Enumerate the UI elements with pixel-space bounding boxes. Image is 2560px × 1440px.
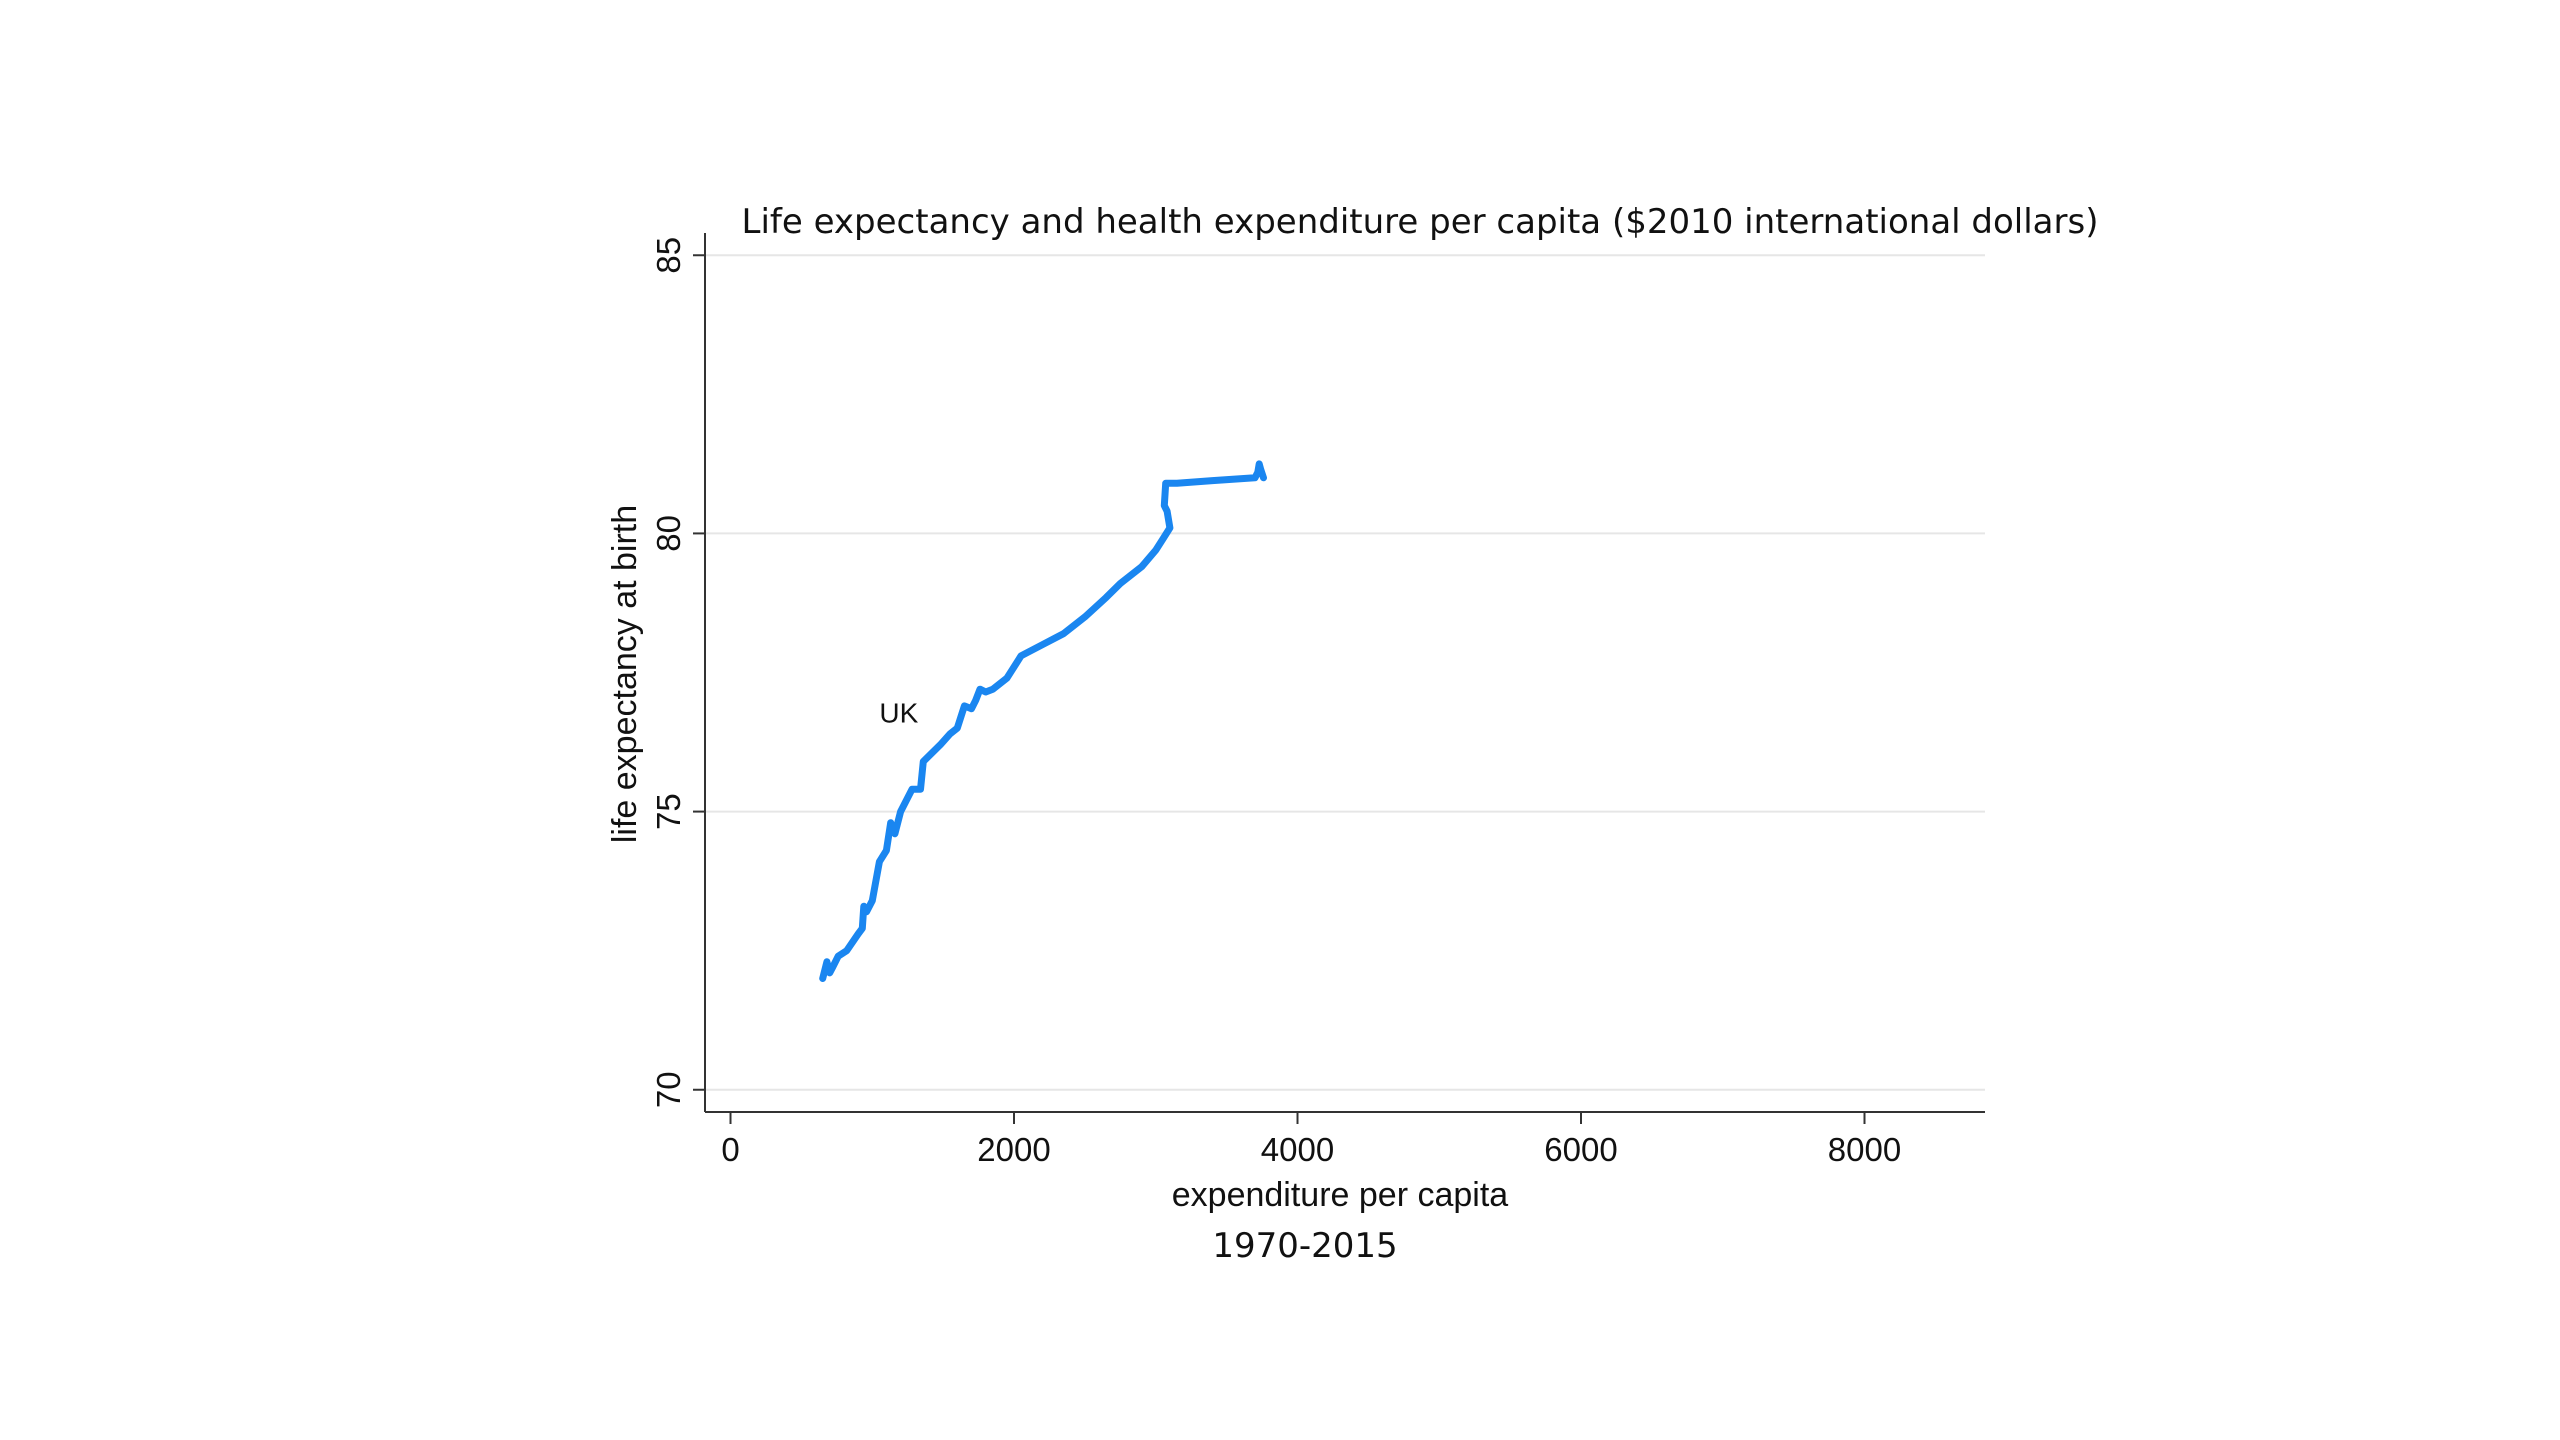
chart-title: Life expectancy and health expenditure p… — [742, 202, 2099, 242]
x-tick-label-1: 2000 — [977, 1131, 1050, 1168]
y-tick-label-3: 85 — [650, 237, 687, 274]
axes — [704, 233, 1985, 1113]
tick-marks: 70 75 80 85 0 2000 4000 6000 8000 — [650, 237, 1901, 1168]
series-line-0 — [819, 460, 1267, 982]
chart-caption: 1970-2015 — [1212, 1226, 1397, 1266]
x-axis-label: expenditure per capita — [1172, 1176, 1509, 1214]
annotations: UK — [879, 698, 918, 729]
y-axis-label: life expectancy at birth — [606, 505, 644, 843]
y-tick-label-1: 75 — [650, 793, 687, 830]
y-tick-label-0: 70 — [650, 1071, 687, 1108]
x-tick-label-0: 0 — [721, 1131, 739, 1168]
annotation-0: UK — [879, 698, 918, 729]
y-tick-label-2: 80 — [650, 515, 687, 552]
grid-lines — [705, 254, 1985, 1091]
x-tick-label-4: 8000 — [1828, 1131, 1901, 1168]
x-tick-label-3: 6000 — [1544, 1131, 1617, 1168]
x-tick-label-2: 4000 — [1261, 1131, 1334, 1168]
series-layer — [819, 460, 1267, 982]
